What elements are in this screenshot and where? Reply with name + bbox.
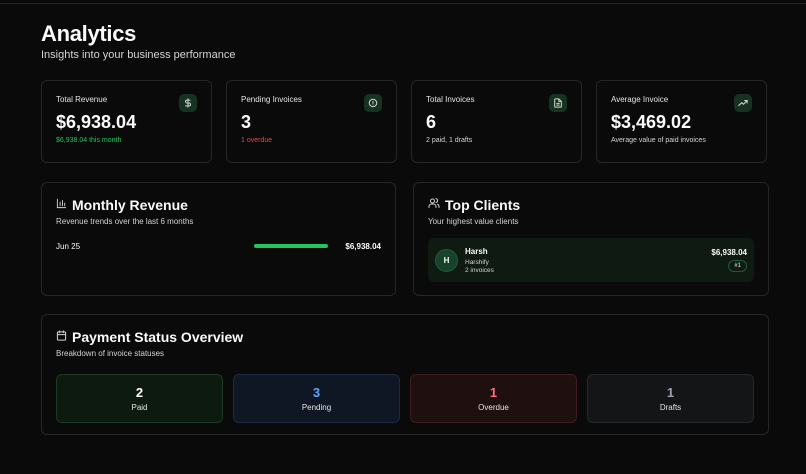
stat-card-average-invoice: Average Invoice $3,469.02 Average value … (596, 80, 767, 163)
status-label: Pending (301, 402, 332, 412)
status-paid: 2 Paid (56, 374, 223, 423)
top-clients-panel: Top Clients Your highest value clients H… (413, 182, 769, 296)
top-border (0, 0, 806, 4)
status-drafts: 1 Drafts (587, 374, 754, 423)
panel-description: Breakdown of invoice statuses (56, 349, 165, 358)
page-title: Analytics (41, 21, 137, 46)
status-label: Overdue (478, 402, 509, 412)
stat-value: $6,938.04 (56, 112, 137, 132)
status-label: Drafts (659, 402, 682, 412)
stat-card-total-invoices: Total Invoices 6 2 paid, 1 drafts (411, 80, 582, 163)
calendar-icon (56, 328, 67, 346)
status-count: 1 (489, 384, 498, 400)
rank-badge: #1 (728, 260, 747, 272)
page-subtitle: Insights into your business performance (41, 49, 236, 61)
status-grid: 2 Paid 3 Pending 1 Overdue 1 Drafts (56, 374, 754, 423)
status-count: 3 (312, 384, 321, 400)
panel-title: Top Clients (445, 197, 521, 213)
users-icon (428, 196, 440, 214)
stat-value: $3,469.02 (611, 112, 692, 132)
stat-sub: 1 overdue (241, 137, 273, 144)
stat-sub: Average value of paid invoices (611, 137, 706, 144)
status-count: 1 (666, 384, 675, 400)
stat-value: 6 (426, 112, 437, 132)
trending-up-icon (734, 94, 752, 112)
dollar-icon (179, 94, 197, 112)
revenue-month: Jun 25 (56, 241, 81, 251)
stat-label: Total Revenue (56, 95, 108, 104)
status-count: 2 (135, 384, 144, 400)
client-name: Harsh (465, 246, 488, 256)
panel-title: Payment Status Overview (72, 329, 244, 345)
stat-sub: $6,938.04 this month (56, 137, 122, 144)
panel-title: Monthly Revenue (72, 197, 188, 213)
analytics-page: Analytics Insights into your business pe… (41, 20, 769, 435)
panel-description: Your highest value clients (428, 217, 519, 226)
status-overdue: 1 Overdue (410, 374, 577, 423)
client-amount: $6,938.04 (711, 248, 747, 257)
stat-card-total-revenue: Total Revenue $6,938.04 $6,938.04 this m… (41, 80, 212, 163)
stat-label: Pending Invoices (241, 95, 302, 104)
stat-label: Total Invoices (426, 95, 475, 104)
client-company: Harshify (465, 258, 489, 266)
client-invoice-count: 2 invoices (465, 266, 494, 274)
bar-chart-icon (56, 196, 67, 214)
status-pending: 3 Pending (233, 374, 400, 423)
stat-label: Average Invoice (611, 95, 669, 104)
revenue-bar (254, 244, 328, 248)
payment-status-panel: Payment Status Overview Breakdown of inv… (41, 314, 769, 435)
avatar: H (435, 248, 458, 272)
status-label: Paid (131, 402, 148, 412)
client-list-item[interactable]: H Harsh Harshify 2 invoices $6,938.04 #1 (428, 238, 754, 282)
stat-sub: 2 paid, 1 drafts (426, 137, 473, 144)
stats-row: Total Revenue $6,938.04 $6,938.04 this m… (41, 80, 767, 163)
alert-circle-icon (364, 94, 382, 112)
revenue-amount: $6,938.04 (345, 241, 381, 251)
panel-description: Revenue trends over the last 6 months (56, 217, 194, 226)
monthly-revenue-panel: Monthly Revenue Revenue trends over the … (41, 182, 396, 296)
revenue-row: Jun 25 $6,938.04 (56, 241, 381, 251)
stat-value: 3 (241, 112, 252, 132)
file-text-icon (549, 94, 567, 112)
stat-card-pending-invoices: Pending Invoices 3 1 overdue (226, 80, 397, 163)
